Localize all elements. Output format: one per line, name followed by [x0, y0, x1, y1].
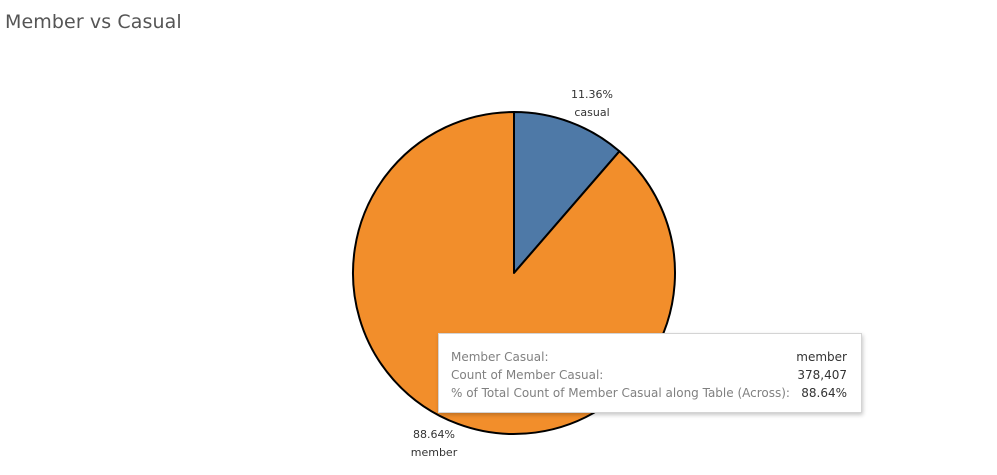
pie-slice-casual[interactable]	[513, 111, 621, 274]
tooltip-key: Member Casual:	[451, 350, 549, 364]
tooltip-row-member-casual: Member Casual: member	[451, 348, 847, 366]
tooltip-key: % of Total Count of Member Casual along …	[451, 386, 790, 400]
tooltip-value: member	[796, 350, 847, 364]
tooltip: Member Casual: member Count of Member Ca…	[438, 333, 862, 413]
slice-label-member-percent: 88.64%	[413, 428, 455, 441]
tooltip-row-count: Count of Member Casual: 378,407	[451, 366, 847, 384]
tooltip-value: 88.64%	[801, 386, 847, 400]
slice-label-member-name: member	[410, 446, 458, 459]
slice-label-member: 88.64% member	[402, 426, 466, 462]
slice-label-casual-name: casual	[574, 106, 610, 119]
tooltip-row-percent-total: % of Total Count of Member Casual along …	[451, 384, 847, 402]
chart-title: Member vs Casual	[5, 11, 182, 33]
slice-label-casual-percent: 11.36%	[571, 88, 613, 101]
slice-label-casual: 11.36% casual	[560, 86, 624, 122]
tooltip-key: Count of Member Casual:	[451, 368, 604, 382]
tooltip-value: 378,407	[797, 368, 847, 382]
